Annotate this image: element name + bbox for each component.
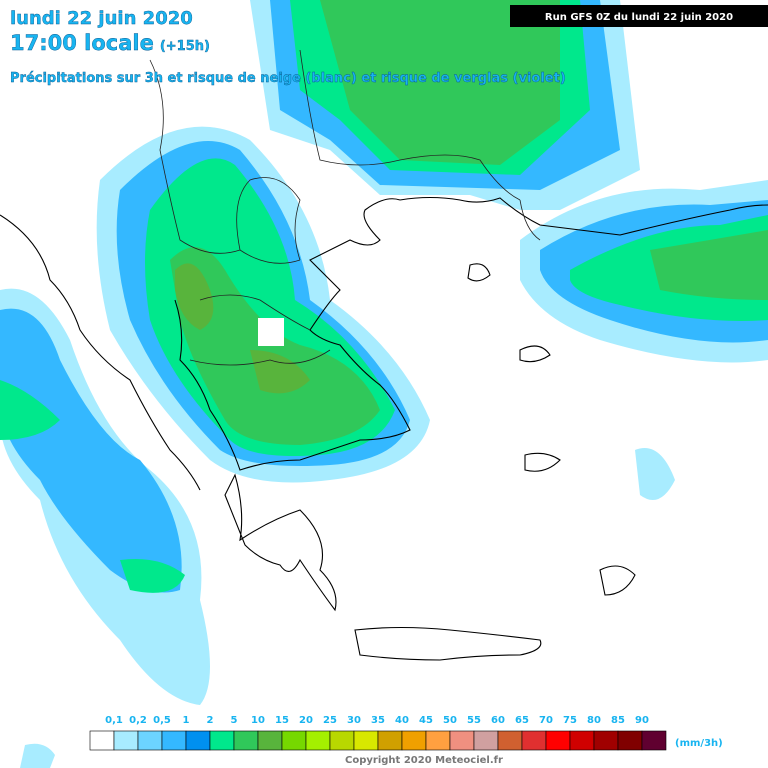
legend-label: 75 [563,715,577,726]
legend-swatch [209,730,235,751]
legend-swatch [593,730,619,751]
legend-label: 2 [207,715,214,726]
legend-swatch [473,730,499,751]
legend-label: 5 [231,715,238,726]
legend-swatch [113,730,139,751]
legend-label: 10 [251,715,265,726]
precip-strong [170,0,768,445]
legend-label: 60 [491,715,505,726]
legend-label: 90 [635,715,649,726]
no-precip-gap [258,318,284,346]
run-label: Run GFS 0Z du lundi 22 juin 2020 [545,12,733,23]
legend-unit: (mm/3h) [675,738,723,749]
date-label: lundi 22 juin 2020 [10,8,193,29]
legend-label: 35 [371,715,385,726]
legend-label: 1 [183,715,190,726]
legend-label: 15 [275,715,289,726]
legend: 0,1 0,2 0,5 1 2 5 10 15 20 25 30 35 40 45 50 55 60 65 70 75… [89,715,667,751]
legend-swatch [521,730,547,751]
legend-swatch [185,730,211,751]
legend-label: 0,5 [153,715,171,726]
legend-swatch [329,730,355,751]
legend-label: 85 [611,715,625,726]
legend-swatch [545,730,571,751]
time-label: 17:00 locale (+15h) [10,31,210,55]
legend-swatch [305,730,331,751]
legend-label: 40 [395,715,409,726]
legend-swatch [377,730,403,751]
borders [149,49,541,366]
legend-label: 70 [539,715,553,726]
legend-label: 45 [419,715,433,726]
coastlines [0,196,768,661]
legend-label: 0,2 [129,715,147,726]
run-box [510,5,768,27]
legend-label: 0,1 [105,715,123,726]
legend-swatch [353,730,379,751]
legend-swatch [617,730,643,751]
legend-label: 30 [347,715,361,726]
legend-swatch [137,730,163,751]
legend-label: 80 [587,715,601,726]
legend-swatch [161,730,187,751]
subtitle: Précipitations sur 3h et risque de neige… [10,71,566,86]
legend-swatch [281,730,307,751]
legend-swatch [497,730,523,751]
legend-swatch [401,730,427,751]
copyright: Copyright 2020 Meteociel.fr [345,755,503,766]
legend-label: 55 [467,715,481,726]
legend-swatch [233,730,259,751]
legend-swatch [89,730,115,751]
legend-label: 25 [323,715,337,726]
legend-swatch [257,730,283,751]
legend-swatch [425,730,451,751]
legend-swatch [449,730,475,751]
lead-text: (+15h) [160,39,210,54]
time-text: 17:00 locale [10,31,154,55]
legend-label: 65 [515,715,529,726]
legend-swatch [641,730,667,751]
legend-label: 50 [443,715,457,726]
legend-label: 20 [299,715,313,726]
legend-swatch [569,730,595,751]
